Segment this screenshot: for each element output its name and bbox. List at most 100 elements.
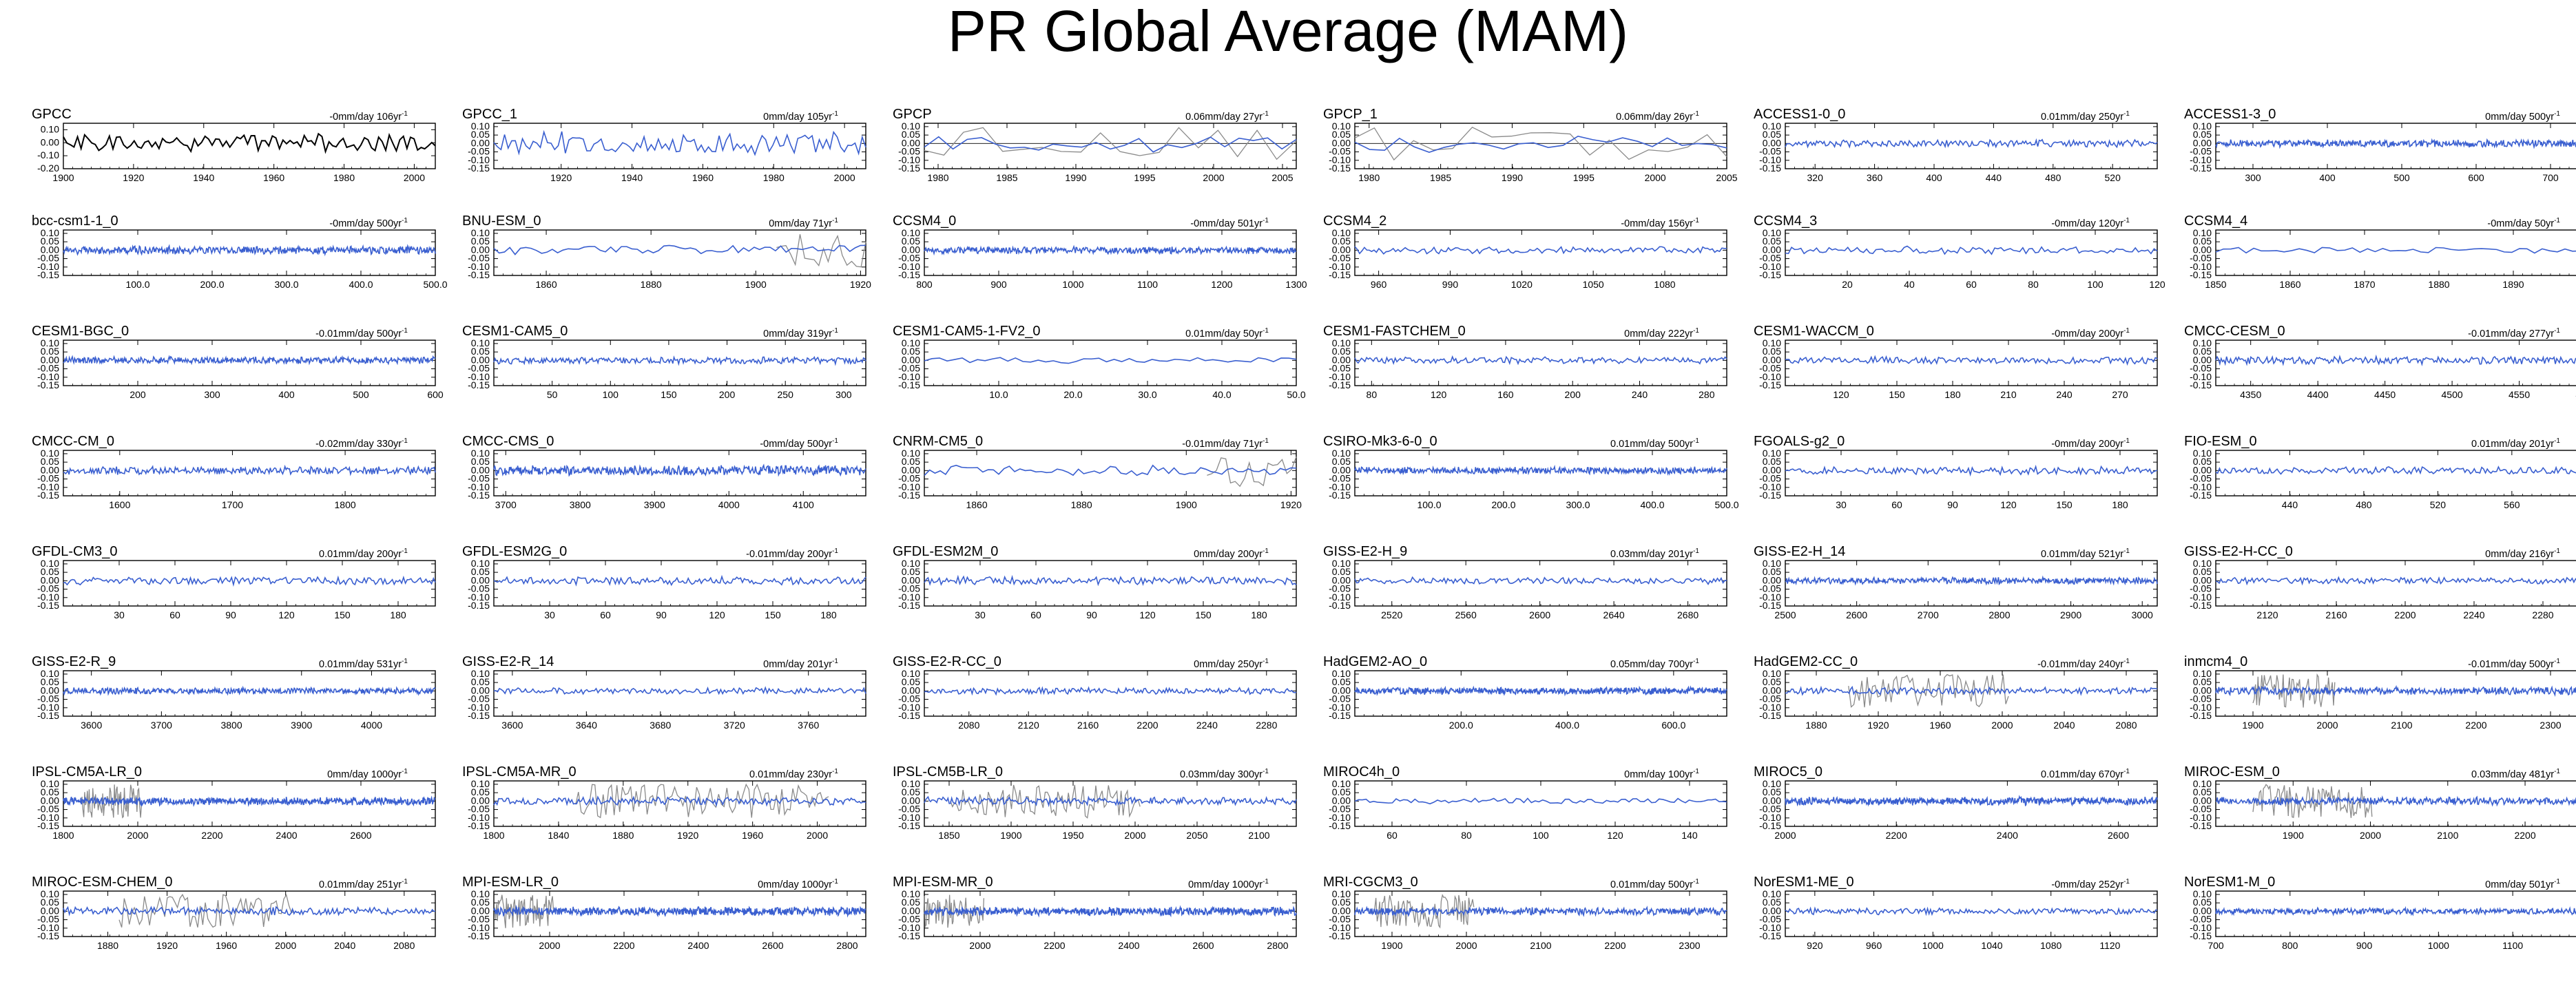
x-tick-label: 180 xyxy=(1944,389,1961,400)
trend-label: 0mm/day 500yr-1 xyxy=(2485,108,2560,123)
chart-panel: GISS-E2-R-CC_0 0mm/day 250yr-1 0.10 0.05 0.0… xyxy=(891,654,1300,773)
x-tick-label: 1300 xyxy=(1285,279,1307,290)
y-tick-label: -0.10 xyxy=(1759,592,1781,603)
y-tick-label: -0.10 xyxy=(1329,922,1351,933)
x-tick-label: 2040 xyxy=(334,940,355,951)
panel-title: GISS-E2-H_9 xyxy=(1323,544,1408,559)
trend-label: 0.06mm/day 26yr-1 xyxy=(1616,108,1699,123)
y-tick-label: 0.00 xyxy=(1332,464,1351,475)
x-tick-label: 400.0 xyxy=(1555,720,1579,731)
x-tick-label: 700 xyxy=(2542,172,2559,183)
series-line xyxy=(1354,355,1727,366)
x-tick-label: 1920 xyxy=(1280,499,1302,510)
x-tick-label: 4550 xyxy=(2509,389,2530,400)
trend-exponent: -1 xyxy=(1263,768,1269,775)
x-tick-label: 1080 xyxy=(2040,940,2061,951)
trend-label: 0.01mm/day 500yr-1 xyxy=(1610,435,1699,450)
trend-exponent: -1 xyxy=(1693,327,1699,335)
y-tick-label: 0.10 xyxy=(41,668,59,679)
y-tick-label: 0.00 xyxy=(902,137,920,148)
series-line xyxy=(493,904,866,918)
y-tick-label: 0.10 xyxy=(471,448,490,459)
panel-title: MIROC4h_0 xyxy=(1323,764,1400,780)
trend-label: 0mm/day 501yr-1 xyxy=(2485,876,2560,891)
trend-value: 0.03mm/day 201yr xyxy=(1610,548,1694,560)
y-tick-label: -0.15 xyxy=(37,930,59,941)
panel-plot: 0.100.050.00-0.05-0.10-0.15 30 60 90 120 150 1… xyxy=(468,558,866,620)
y-tick-label: -0.05 xyxy=(2190,583,2212,594)
trend-value: -0mm/day 500yr xyxy=(760,438,833,450)
y-tick-label: 0.10 xyxy=(1763,888,1781,899)
y-tick-label: 0.05 xyxy=(2193,897,2212,908)
panel-title: ACCESS1-0_0 xyxy=(1754,107,1846,122)
y-tick-label: 0.05 xyxy=(2193,236,2212,247)
plot-frame xyxy=(2215,890,2576,937)
y-tick-label: 0.10 xyxy=(41,888,59,899)
trend-exponent: -1 xyxy=(832,658,838,665)
y-tick-label: 0.05 xyxy=(2193,129,2212,140)
chart-panel: inmcm4_0 -0.01mm/day 500yr-1 0.10 0.05 0.00-… xyxy=(2183,654,2576,773)
panel-title: CCSM4_2 xyxy=(1323,213,1387,229)
chart-panel: CMCC-CESM_0 -0.01mm/day 277yr-1 0.10 0.05 0.… xyxy=(2183,324,2576,442)
trend-label: -0mm/day 106yr-1 xyxy=(329,108,408,123)
x-tick-label: 2000 xyxy=(539,940,560,951)
y-tick-label: -0.10 xyxy=(898,702,920,713)
observation-overlay-line xyxy=(776,234,866,268)
y-tick-label: -0.10 xyxy=(2190,261,2212,272)
y-tick-label: 0.00 xyxy=(2193,574,2212,585)
x-tick-label: 960 xyxy=(1866,940,1882,951)
x-tick-label: 2000 xyxy=(1124,830,1145,841)
y-tick-label: -0.05 xyxy=(1759,804,1781,815)
trend-exponent: -1 xyxy=(402,217,408,224)
y-tick-label: 0.10 xyxy=(41,337,59,348)
trend-value: -0.02mm/day 330yr xyxy=(315,438,402,450)
trend-value: -0mm/day 200yr xyxy=(2051,328,2124,339)
x-tick-label: 440 xyxy=(1986,172,2002,183)
x-tick-label: 2600 xyxy=(1529,609,1550,620)
trend-label: 0mm/day 1000yr-1 xyxy=(1188,876,1269,891)
x-tick-label: 960 xyxy=(1371,279,1387,290)
y-tick-label: -0.15 xyxy=(1759,269,1781,280)
y-tick-label: 0.10 xyxy=(471,558,490,569)
x-tick-label: 2400 xyxy=(276,830,297,841)
x-tick-label: 1900 xyxy=(745,279,767,290)
trend-label: -0mm/day 50yr-1 xyxy=(2487,215,2560,230)
x-tick-label: 1100 xyxy=(1137,279,1158,290)
trend-value: 0.03mm/day 481yr xyxy=(2471,769,2555,780)
y-tick-label: -0.15 xyxy=(1329,600,1351,611)
chart-panel: CCSM4_4 -0mm/day 50yr-1 0.10 0.05 0.00 -0.05-… xyxy=(2183,213,2576,332)
x-tick-label: 1960 xyxy=(263,172,284,183)
plot-frame xyxy=(2215,450,2576,496)
x-tick-label: 120 xyxy=(1139,609,1156,620)
y-tick-label: -0.15 xyxy=(898,710,920,721)
panel-title: GPCC xyxy=(32,107,72,122)
trend-value: 0.05mm/day 700yr xyxy=(1610,658,1694,670)
panel-plot: 0.100.050.00-0.05-0.10-0.15 3600 3700 3800 3… xyxy=(37,668,436,731)
x-tick-label: 1040 xyxy=(1981,940,2002,951)
y-tick-label: -0.15 xyxy=(1329,269,1351,280)
y-tick-label: -0.05 xyxy=(468,804,490,815)
plot-frame xyxy=(1354,229,1727,276)
panel-title: GISS-E2-H_14 xyxy=(1754,544,1846,559)
y-tick-label: -0.15 xyxy=(468,379,490,390)
x-tick-label: 2000 xyxy=(2316,720,2338,731)
trend-exponent: -1 xyxy=(2554,217,2560,224)
chart-panel: GISS-E2-H-CC_0 0mm/day 216yr-1 0.10 0.05 0.0… xyxy=(2183,544,2576,662)
y-tick-label: -0.05 xyxy=(2190,693,2212,704)
series-line xyxy=(63,464,436,477)
y-tick-label: 0.10 xyxy=(2193,888,2212,899)
x-tick-label: 1880 xyxy=(1805,720,1827,731)
x-tick-label: 2200 xyxy=(1604,940,1625,951)
y-tick-label: -0.15 xyxy=(1329,379,1351,390)
chart-panel: IPSL-CM5B-LR_0 0.03mm/day 300yr-1 0.10 0.05… xyxy=(891,764,1300,883)
x-tick-label: 1850 xyxy=(2205,279,2226,290)
y-tick-label: 0.00 xyxy=(41,244,59,255)
panel-title: bcc-csm1-1_0 xyxy=(32,213,118,229)
y-tick-label: 0.10 xyxy=(41,558,59,569)
x-tick-label: 2040 xyxy=(2053,720,2075,731)
y-tick-label: 0.10 xyxy=(1332,337,1351,348)
y-tick-label: 0.10 xyxy=(1763,121,1781,132)
y-tick-label: -0.15 xyxy=(898,269,920,280)
x-tick-label: 30 xyxy=(1836,499,1847,510)
